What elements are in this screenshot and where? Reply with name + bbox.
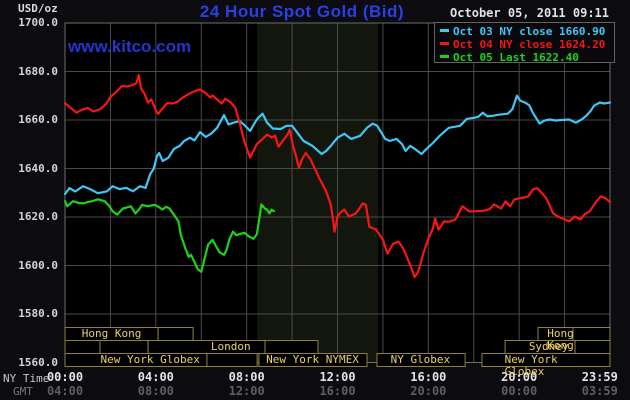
session-label-ny-globex: NY Globex (390, 353, 451, 366)
x-axis-label-gmt: 12:00 (228, 384, 265, 398)
session-box (264, 340, 319, 354)
legend-dash-icon (440, 55, 449, 58)
legend-item-oct03: Oct 03 NY close 1660.90 (440, 25, 614, 38)
y-axis-label: 1560.0 (18, 355, 58, 369)
session-box-new-york-nymex (258, 353, 368, 367)
legend-item-oct04: Oct 04 NY close 1624.20 (440, 38, 614, 51)
x-axis-label-ny: 04:00 (137, 370, 174, 384)
session-label-hong-kong: Hong Kong (547, 327, 574, 352)
x-axis-label-ny: 23:59 (581, 370, 618, 384)
gmt-axis-label: GMT (13, 385, 33, 398)
x-axis-label-gmt: 00:00 (501, 384, 538, 398)
unit-label: USD/oz (18, 2, 58, 15)
x-axis-label-ny: 00:00 (46, 370, 84, 384)
legend-item-oct05: Oct 05 Last 1622.40 (440, 51, 614, 64)
session-label-sydney: Sydney (528, 340, 569, 353)
price-line-oct-05 (63, 198, 275, 273)
session-box (157, 327, 194, 341)
page-title: 24 Hour Spot Gold (Bid) (199, 2, 405, 21)
session-box-new-york-globex (481, 353, 611, 367)
session-box-ny-globex (376, 353, 466, 367)
session-label-hong-kong: Hong Kong (81, 327, 142, 340)
session-label-new-york-globex: New York Globex (100, 353, 200, 366)
x-axis-label-ny: 08:00 (228, 370, 265, 384)
x-axis-label-ny: 20:00 (501, 370, 538, 384)
y-axis-label: 1580.0 (18, 307, 58, 320)
y-axis-label: 1640.0 (18, 161, 58, 175)
session-box (99, 340, 149, 354)
legend-label: Oct 03 NY close 1660.90 (453, 25, 606, 38)
x-axis-label-gmt: 03:59 (581, 384, 618, 398)
session-box (64, 340, 101, 354)
session-box (206, 353, 258, 367)
y-axis-label: 1660.0 (18, 113, 58, 126)
x-axis-label-gmt: 20:00 (410, 384, 447, 398)
y-axis-label: 1680.0 (18, 64, 58, 78)
y-axis-label: 1600.0 (18, 258, 58, 272)
legend-dash-icon (440, 42, 449, 45)
y-axis-label: 1620.0 (18, 210, 58, 223)
x-axis-label-gmt: 08:00 (137, 384, 174, 398)
price-line-oct-03 (63, 94, 612, 196)
datetime-label: October 05, 2011 09:11 (450, 6, 609, 20)
x-axis-label-gmt: 16:00 (319, 384, 356, 398)
legend-label: Oct 04 NY close 1624.20 (453, 38, 606, 51)
x-axis-label-ny: 12:00 (319, 370, 356, 384)
session-label-new-york-nymex: New York NYMEX (266, 353, 359, 366)
x-axis-label-ny: 16:00 (410, 370, 447, 384)
y-axis-label: 1700.0 (18, 16, 58, 29)
kitco-watermark-link[interactable]: www.kitco.com (68, 37, 192, 56)
legend-dash-icon (440, 29, 449, 32)
legend: Oct 03 NY close 1660.90 Oct 04 NY close … (434, 22, 615, 64)
x-axis-label-gmt: 04:00 (46, 384, 84, 398)
price-line-oct-04 (63, 73, 612, 279)
session-label-new-york-globex: New York Globex (504, 353, 558, 378)
session-box (574, 340, 611, 354)
session-label-london: London (210, 340, 251, 353)
ny-time-axis-label: NY Time (3, 372, 50, 385)
legend-label: Oct 05 Last 1622.40 (453, 51, 579, 64)
nymex-session-band (257, 23, 379, 363)
